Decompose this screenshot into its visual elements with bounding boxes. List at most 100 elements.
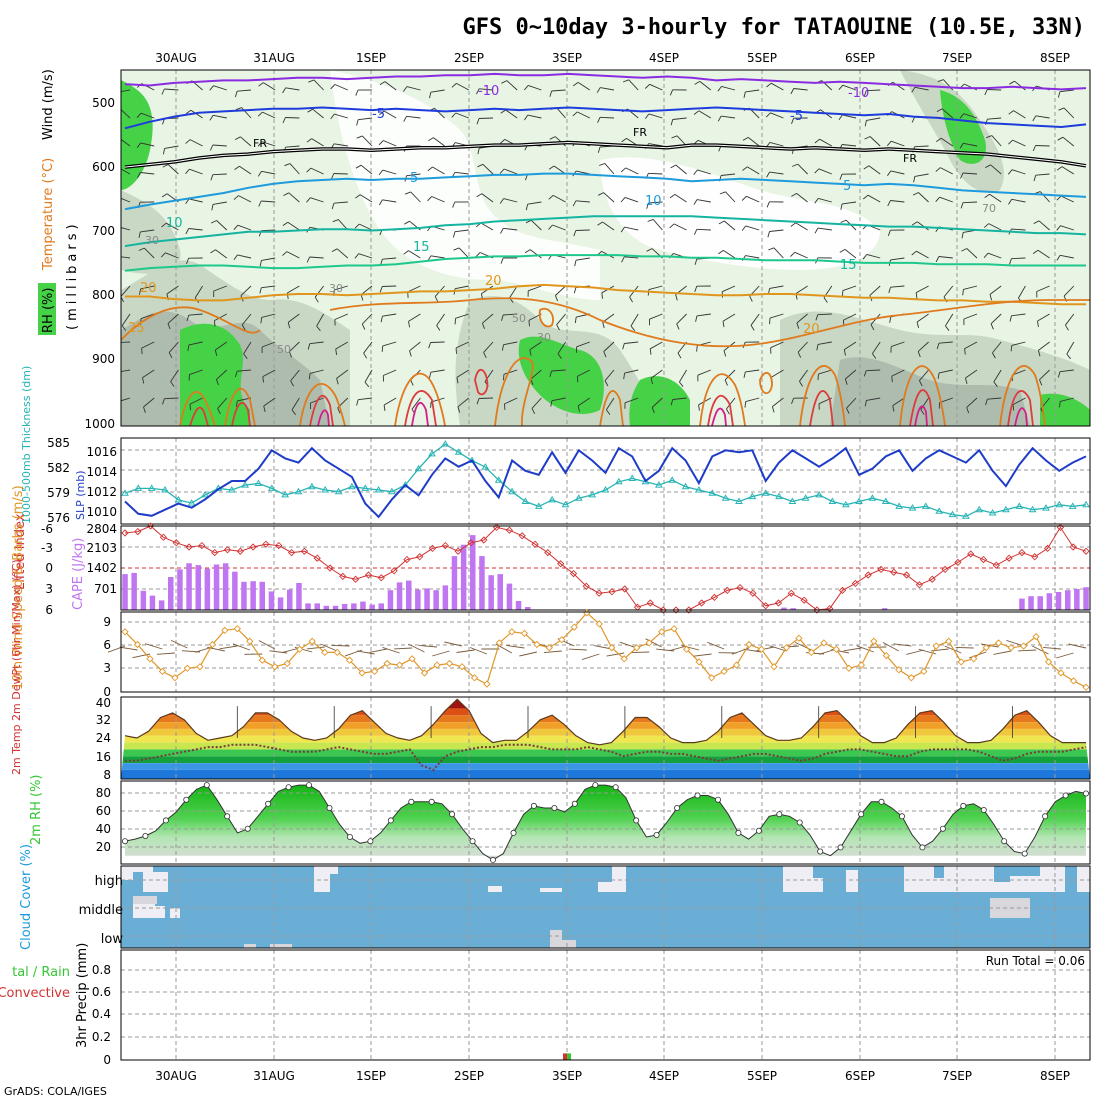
wind-barb-feather [698,404,700,411]
wind-barb-feather [644,83,650,89]
lifted-index-marker [377,574,385,582]
wind-barb [212,144,227,147]
wind-speed-marker [1069,677,1078,685]
wind-barb [261,170,276,175]
wind-barb [987,397,1002,400]
wind-barb [919,369,929,381]
precip-frame [120,949,1091,1061]
wind-barb [503,198,518,203]
wind-barb-feather [185,109,192,114]
wind-barb-feather [606,409,611,415]
isotherm-label: 10 [166,216,183,231]
date-label: 2SEP [454,1069,484,1083]
wind-barb [890,285,905,288]
wind-barb-feather [675,294,678,301]
wind-barb-feather [549,370,553,377]
wind-barb-feather [307,108,313,113]
wind-barb [383,397,397,406]
wind-speed-marker [208,640,217,649]
wind-barb [164,88,179,91]
dewpoint-line [125,743,1087,772]
wind-barb-feather [1057,371,1061,378]
wind-barb-feather [427,196,433,202]
wind-barb [361,313,373,325]
wind-barb-feather [887,230,891,237]
cape-bar [195,565,201,610]
wind-barb-feather [887,170,892,177]
wind-barb [1011,257,1026,260]
wind-barb-feather [186,315,190,322]
wind-barb [747,137,760,147]
isotherm-label: 15 [840,258,857,273]
wind-barb [625,167,639,175]
thickness-marker [227,486,236,493]
wind-barb [121,256,131,259]
rh-label: 70 [982,202,996,215]
wind-barb [990,164,1002,175]
wind-barb-feather [912,192,919,196]
wind-barb-feather [670,399,674,406]
wind-barb-feather [989,294,993,301]
temp-tick: 32 [96,713,111,727]
wind-barb-feather [258,82,264,87]
rh-marker [653,832,660,839]
surface-barb [993,650,1012,655]
wind-speed-marker [707,674,716,682]
wind-barb-feather [1058,107,1065,111]
wind-speed-marker [171,674,179,682]
wind-barb-feather [986,135,992,139]
wind-speed-marker [233,625,241,633]
wind-barb-feather [284,163,291,167]
surface-barb [145,643,163,650]
surface-barb [356,650,375,655]
wind-barb-feather [185,139,191,144]
precip-axis-label: 3hr Precip (mm) [75,943,90,1048]
wind-barb-feather [596,87,601,93]
wind-barb [167,313,179,324]
wind-barb [1039,369,1050,381]
wind-barb [383,140,397,147]
wind-speed-marker [333,648,341,657]
cape-bar [497,574,503,610]
wind-barb [890,257,905,261]
wind-barb-feather [550,400,553,407]
wind-barb-feather [452,231,456,238]
wind-barb-feather [911,116,916,123]
wind-barb [531,397,542,409]
wind-barb [359,194,373,203]
wind-barb [454,171,469,175]
thickness-marker [655,481,663,488]
wind-barb [168,341,179,353]
lifted-index-marker [941,565,949,574]
wind-barb-feather [717,86,722,92]
wind-barb [1018,285,1026,299]
wind-barb-feather [604,380,609,387]
wind-barb-feather [799,381,803,387]
wind-barb-feather [215,379,219,386]
wind-barb [891,369,905,377]
wind-barb [455,313,469,319]
wind-barb-feather [213,320,216,327]
wind-barb-feather [457,406,461,413]
wind-barb [1011,198,1026,203]
rh-marker [346,834,353,841]
wind-barb-feather [161,88,165,95]
date-label: 7SEP [942,1069,972,1083]
thickness-marker [1055,500,1064,508]
wind-barb [673,223,687,231]
cape-bar [378,603,384,610]
rh-area [125,785,1086,860]
cape-bar [451,556,458,610]
wind-barb [818,168,832,175]
rh-marker [755,827,762,834]
wind-barb [289,163,300,175]
wind-barb-feather [647,218,654,222]
wind-barb-feather [1008,139,1014,145]
wind-barb-feather [308,373,311,380]
surface-barb [606,652,625,657]
wind-barb [945,313,954,327]
wind-barb-feather [429,372,432,379]
wind-barb [844,249,857,259]
wind-barb [503,369,518,375]
isotherm-label: 25 [128,321,145,336]
